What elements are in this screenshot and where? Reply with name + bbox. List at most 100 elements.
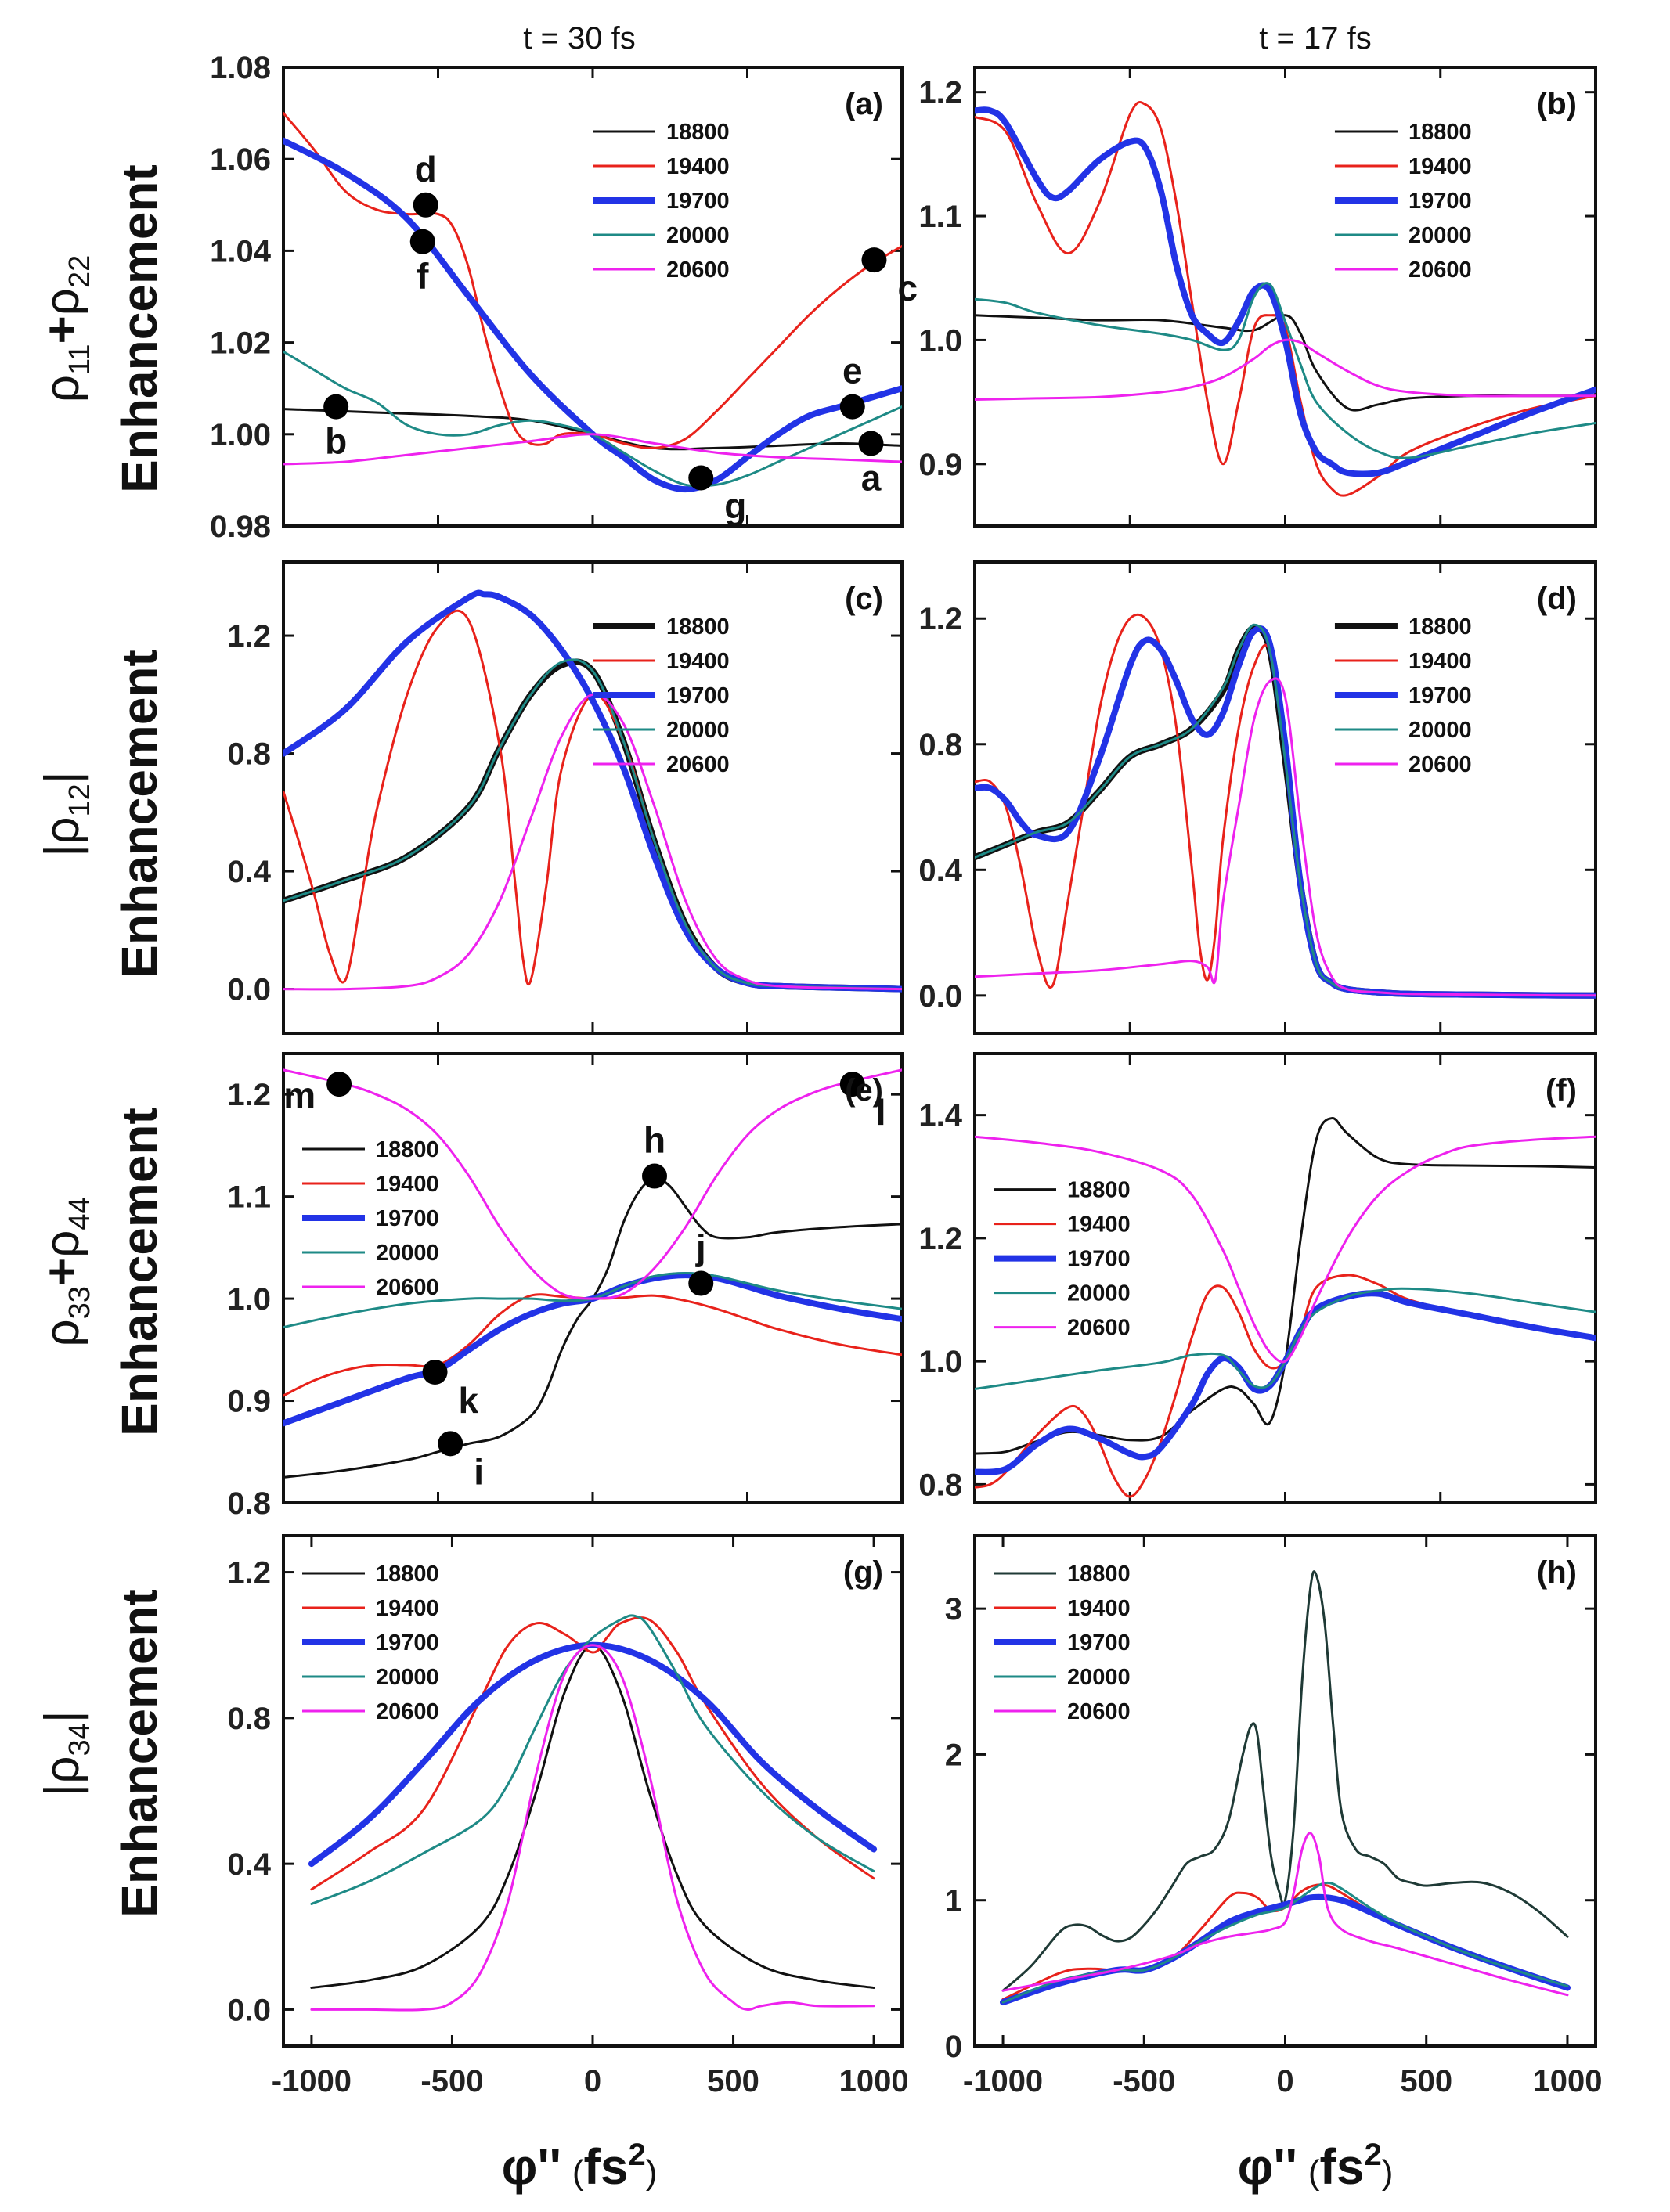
- xlab-right-sup: 2: [1364, 2138, 1381, 2172]
- row1-plus: +: [35, 315, 89, 344]
- panels: 0.981.001.021.041.061.08abcdefg(a)188001…: [210, 51, 1602, 2099]
- legend-label-e-19700: 19700: [376, 1206, 439, 1231]
- series-line-e-20000: [283, 1272, 902, 1329]
- panel-label-a: (a): [845, 87, 883, 121]
- y-tick-label-b-2: 1.1: [918, 200, 962, 234]
- y-tick-label-f-2: 1.2: [918, 1222, 962, 1256]
- y-tick-label-g-1: 0.4: [227, 1847, 271, 1882]
- xlab-right-open: (: [1308, 2153, 1320, 2192]
- y-tick-label-e-2: 1.0: [227, 1282, 271, 1317]
- y-tick-label-h-3: 3: [945, 1592, 962, 1627]
- series-group-h: [1000, 1570, 1571, 2006]
- y-tick-label-d-0: 0.0: [918, 979, 962, 1014]
- row-label-enhancement-1: Enhancement: [111, 164, 168, 493]
- series-line-h-20000: [1001, 1881, 1569, 2004]
- y-tick-label-b-3: 1.2: [918, 76, 962, 110]
- series-group-b: [975, 101, 1596, 497]
- series-line-b-19700: [975, 106, 1596, 477]
- series-line-b-20000: [975, 282, 1596, 459]
- y-tick-label-c-1: 0.4: [227, 855, 271, 889]
- legend-label-g-19400: 19400: [376, 1596, 439, 1621]
- marker-label-f: f: [417, 256, 429, 297]
- marker-point-e: [839, 394, 865, 420]
- marker-point-g: [688, 465, 714, 491]
- marker-label-a: a: [861, 458, 882, 499]
- row3-plus: +: [35, 1258, 89, 1286]
- x-tick-label-g-1: -500: [420, 2064, 483, 2099]
- x-tick-label-g-0: -1000: [272, 2064, 352, 2099]
- y-tick-label-d-1: 0.4: [918, 853, 962, 888]
- panel-a: 0.98 1.00 1.02 1.04 1.06 1.08 a b c d e f g (a) 18800 1…: [210, 51, 918, 544]
- panel-label-h: (h): [1537, 1555, 1577, 1590]
- marker-point-d: [413, 192, 438, 218]
- row-label-rho12: |ρ12|: [35, 771, 96, 857]
- marker-label-k: k: [459, 1380, 479, 1421]
- y-tick-label-e-1: 0.9: [227, 1385, 271, 1419]
- panel-h: -1000 -500 0 500 1000 0 1 2 3 (h) 18800 19400 19700 2…: [945, 1534, 1602, 2099]
- legend-label-d-18800: 18800: [1408, 614, 1472, 639]
- series-line-f-19400: [975, 1274, 1596, 1498]
- y-tick-label-d-3: 1.2: [918, 602, 962, 636]
- legend-label-a-19400: 19400: [666, 154, 730, 179]
- x-tick-label-h-3: 500: [1400, 2064, 1452, 2099]
- marker-point-h: [642, 1163, 667, 1189]
- legend-label-c-18800: 18800: [666, 614, 730, 639]
- x-axis-label-right: φ'' (fs2): [1238, 2138, 1394, 2195]
- row4-sub: 34: [63, 1723, 96, 1756]
- panel-c: 0.0 0.4 0.8 1.2 (c) 18800 19400 19700 20000 20600: [227, 560, 904, 1035]
- row-label-enhancement-3: Enhancement: [111, 1108, 168, 1436]
- row1-rho-a: ρ: [35, 375, 89, 402]
- series-line-e-19400: [283, 1293, 902, 1397]
- series-group-c: [283, 589, 902, 993]
- y-tick-label-c-3: 1.2: [227, 619, 271, 654]
- x-tick-label-g-3: 500: [707, 2064, 759, 2099]
- legend-label-b-20600: 20600: [1408, 258, 1472, 283]
- y-tick-label-a-4: 1.06: [210, 142, 271, 177]
- y-tick-label-e-4: 1.2: [227, 1078, 271, 1112]
- y-tick-label-d-2: 0.8: [918, 728, 962, 762]
- xlab-right-unit: fs: [1320, 2138, 1365, 2195]
- xlab-left-phi: φ'': [502, 2138, 561, 2195]
- marker-label-b: b: [325, 421, 347, 462]
- panel-label-g: (g): [843, 1555, 883, 1590]
- series-line-g-20600: [310, 1644, 875, 2012]
- legend-label-c-20000: 20000: [666, 718, 730, 743]
- xlab-left-close: ): [646, 2153, 658, 2192]
- panel-label-b: (b): [1537, 87, 1577, 121]
- legend-label-h-20600: 20600: [1067, 1699, 1131, 1724]
- marker-label-i: i: [474, 1451, 484, 1492]
- legend-label-b-20000: 20000: [1408, 223, 1472, 248]
- series-line-d-20600: [975, 677, 1596, 997]
- legend-label-f-19700: 19700: [1067, 1247, 1131, 1272]
- series-line-e-20600: [283, 1068, 902, 1300]
- series-line-h-20600: [1001, 1832, 1569, 1997]
- y-tick-label-a-3: 1.04: [210, 234, 272, 268]
- legend-label-g-20000: 20000: [376, 1665, 439, 1690]
- x-tick-label-h-2: 0: [1276, 2064, 1293, 2099]
- marker-label-c: c: [897, 268, 918, 308]
- series-line-f-20000: [975, 1287, 1596, 1390]
- marker-point-l: [839, 1072, 865, 1097]
- y-tick-label-f-3: 1.4: [918, 1099, 962, 1133]
- marker-label-m: m: [283, 1075, 316, 1115]
- marker-label-g: g: [724, 485, 746, 526]
- row1-sub-a: 11: [63, 344, 96, 375]
- legend-label-h-18800: 18800: [1067, 1562, 1131, 1587]
- legend-label-d-19400: 19400: [1408, 649, 1472, 674]
- y-tick-label-a-1: 1.00: [210, 418, 271, 452]
- row3-sub-b: 44: [63, 1197, 96, 1230]
- plot-frame-d: [973, 560, 1597, 1035]
- legend-label-b-19400: 19400: [1408, 154, 1472, 179]
- row4-bar-right: |: [35, 1710, 89, 1723]
- row-label-rho34: |ρ34|: [35, 1710, 96, 1796]
- legend-label-c-19700: 19700: [666, 683, 730, 708]
- series-line-f-19700: [975, 1290, 1596, 1475]
- legend-label-b-19700: 19700: [1408, 189, 1472, 214]
- row-label-enhancement-4: Enhancement: [111, 1589, 168, 1918]
- legend-label-d-19700: 19700: [1408, 683, 1472, 708]
- row4-rho: ρ: [35, 1756, 89, 1784]
- y-tick-label-f-1: 1.0: [918, 1345, 962, 1379]
- plot-frame-b: [973, 66, 1597, 528]
- legend-label-a-18800: 18800: [666, 120, 730, 145]
